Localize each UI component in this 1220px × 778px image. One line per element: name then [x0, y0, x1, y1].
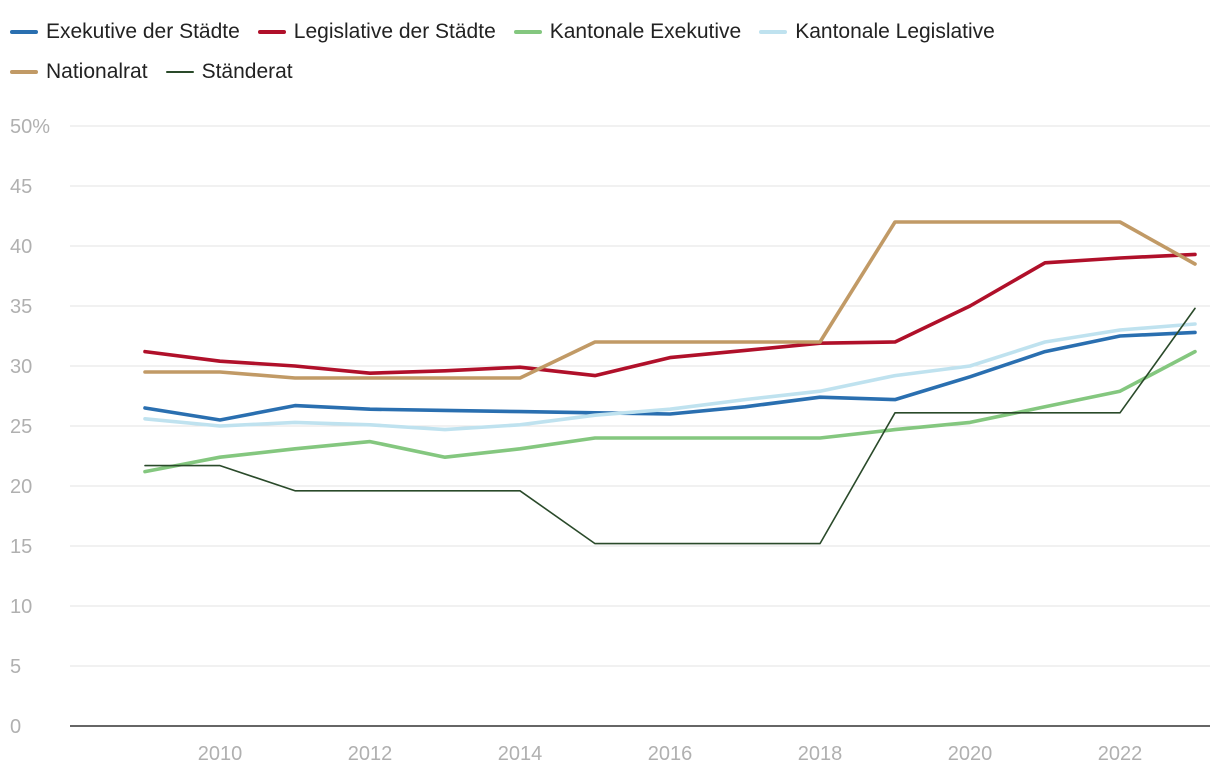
legend-item-kantonale-exekutive: Kantonale Exekutive	[513, 20, 742, 44]
legend-swatch-nationalrat	[10, 70, 38, 74]
legend-item-staenderat: Ständerat	[165, 60, 293, 84]
y-axis-tick-labels: 0 5 10 15 20 25 30 35 40 45 50%	[10, 116, 50, 738]
series-lines	[143, 220, 1197, 545]
legend-swatch-kantonale-exekutive	[513, 30, 542, 34]
legend-label: Exekutive der Städte	[46, 20, 240, 43]
chart-legend: Exekutive der Städte Legislative der Stä…	[10, 12, 1210, 92]
series-line-nationalrat	[143, 220, 1197, 380]
x-tick-label: 2020	[948, 743, 993, 765]
y-tick-label: 10	[10, 596, 32, 618]
y-tick-label: 20	[10, 476, 32, 498]
series-line-exekutive-der-st-dte	[143, 330, 1197, 422]
legend-swatch-legislative-staedte	[257, 30, 286, 34]
x-tick-label: 2012	[348, 743, 393, 765]
series-line-kantonale-exekutive	[143, 349, 1197, 474]
x-tick-label: 2014	[498, 743, 543, 765]
series-line-kantonale-legislative	[143, 322, 1197, 432]
x-tick-label: 2010	[198, 743, 243, 765]
legend-label: Ständerat	[201, 60, 293, 83]
legend-row-2: Nationalrat Ständerat	[10, 52, 1210, 92]
legend-swatch-exekutive-staedte	[10, 30, 38, 34]
y-tick-label: 0	[10, 716, 21, 738]
legend-label: Legislative der Städte	[293, 20, 496, 43]
legend-item-nationalrat: Nationalrat	[10, 60, 148, 84]
x-tick-label: 2018	[798, 743, 843, 765]
y-tick-label: 40	[10, 236, 32, 258]
y-tick-label: 5	[10, 656, 21, 678]
y-tick-label: 45	[10, 176, 32, 198]
legend-label: Kantonale Legislative	[795, 20, 995, 43]
y-tick-label: 15	[10, 536, 32, 558]
grid-lines	[70, 125, 1210, 667]
y-tick-label: 30	[10, 356, 32, 378]
legend-label: Kantonale Exekutive	[549, 20, 742, 43]
legend-swatch-staenderat	[165, 71, 194, 73]
legend-label: Nationalrat	[46, 60, 148, 83]
y-tick-label: 50%	[10, 116, 50, 138]
x-axis-tick-labels: 2010 2012 2014 2016 2018 2020 2022	[198, 743, 1143, 765]
legend-swatch-kantonale-legislative	[759, 30, 788, 34]
y-tick-label: 25	[10, 416, 32, 438]
legend-item-exekutive-staedte: Exekutive der Städte	[10, 20, 240, 44]
legend-item-kantonale-legislative: Kantonale Legislative	[759, 20, 995, 44]
legend-row-1: Exekutive der Städte Legislative der Stä…	[10, 12, 1210, 52]
x-tick-label: 2016	[648, 743, 693, 765]
legend-item-legislative-staedte: Legislative der Städte	[257, 20, 496, 44]
y-tick-label: 35	[10, 296, 32, 318]
x-tick-label: 2022	[1098, 743, 1143, 765]
series-line-legislative-der-st-dte	[143, 252, 1197, 378]
series-line-st-nderat	[144, 307, 1196, 545]
